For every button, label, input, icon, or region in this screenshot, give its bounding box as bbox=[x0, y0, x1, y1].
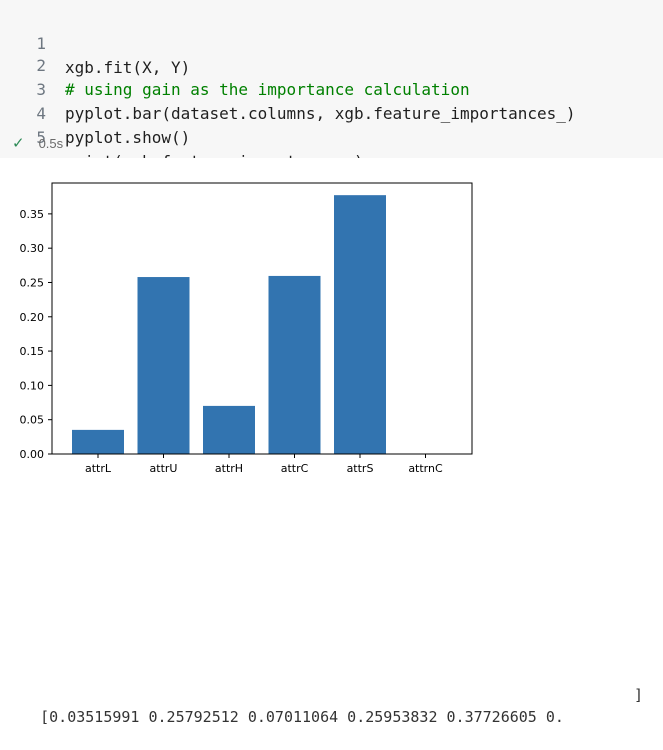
x-tick-label: attrS bbox=[347, 462, 374, 475]
cell-output: attrL attrU attrH attrC attrS attrnC 0.00 0.05 0… bbox=[0, 158, 663, 726]
y-tick-label: 0.20 bbox=[20, 311, 45, 324]
y-tick-label: 0.30 bbox=[20, 242, 45, 255]
execution-time: 0.5s bbox=[38, 136, 64, 151]
y-tick-label: 0.10 bbox=[20, 379, 45, 392]
line-number: 4 bbox=[36, 104, 46, 123]
y-tick-label: 0.15 bbox=[20, 345, 45, 358]
code-text: xgb.fit(X, Y) bbox=[65, 58, 191, 77]
x-tick-label: attrL bbox=[85, 462, 112, 475]
x-tick-label: attrU bbox=[150, 462, 178, 475]
line-number: 5 bbox=[36, 128, 46, 147]
y-tick-label: 0.25 bbox=[20, 276, 45, 289]
line-number: 2 bbox=[36, 56, 46, 75]
code-comment: # using gain as the importance calculati… bbox=[65, 80, 470, 99]
check-icon: ✓ bbox=[12, 135, 25, 152]
code-line: 4 pyplot.show() bbox=[0, 78, 190, 147]
line-number: 1 bbox=[36, 34, 46, 53]
bar bbox=[268, 275, 321, 454]
execution-status: ✓ 0.5s bbox=[12, 134, 63, 154]
bar bbox=[334, 195, 386, 454]
printed-output: [0.03515991 0.25792512 0.07011064 0.2595… bbox=[4, 684, 659, 726]
code-cell-input[interactable]: 1 xgb.fit(X, Y) 2 # using gain as the im… bbox=[0, 0, 663, 171]
x-tick-label: attrH bbox=[215, 462, 243, 475]
code-text: pyplot.bar(dataset.columns, xgb.feature_… bbox=[65, 104, 576, 123]
x-tick-label: attrC bbox=[281, 462, 309, 475]
bar-chart: attrL attrU attrH attrC attrS attrnC 0.00 0.05 0… bbox=[20, 182, 473, 475]
bar bbox=[72, 429, 124, 454]
x-tick-label: attrnC bbox=[408, 462, 443, 475]
bar bbox=[203, 405, 255, 454]
code-line: 1 xgb.fit(X, Y) bbox=[0, 8, 190, 77]
code-line: 2 # using gain as the importance calcula… bbox=[0, 30, 469, 99]
bar bbox=[137, 277, 190, 454]
plot-frame bbox=[51, 182, 473, 455]
line-number: 3 bbox=[36, 80, 46, 99]
code-line: 5 print(xgb.feature_importances_) bbox=[0, 102, 363, 171]
y-tick-label: 0.35 bbox=[20, 208, 45, 221]
printed-array: [0.03515991 0.25792512 0.07011064 0.2595… bbox=[40, 708, 637, 726]
code-text: pyplot.show() bbox=[65, 128, 191, 147]
y-tick-label: 0.00 bbox=[20, 448, 45, 461]
code-line: 3 pyplot.bar(dataset.columns, xgb.featur… bbox=[0, 54, 575, 123]
y-tick-label: 0.05 bbox=[20, 414, 45, 427]
printed-array-close: ] bbox=[633, 686, 643, 704]
